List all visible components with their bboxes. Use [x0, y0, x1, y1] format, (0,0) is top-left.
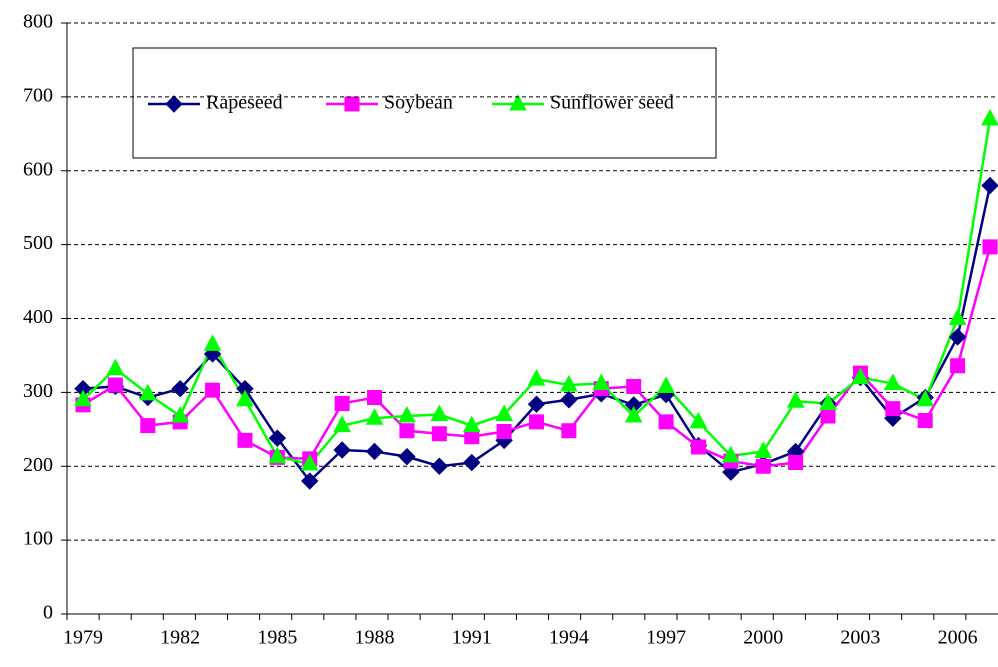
marker	[981, 176, 998, 195]
y-tick-label: 500	[23, 232, 53, 254]
marker	[917, 412, 933, 428]
marker	[236, 389, 254, 407]
marker	[367, 390, 383, 406]
marker	[948, 328, 967, 346]
marker	[107, 377, 123, 393]
marker	[171, 405, 190, 423]
marker	[851, 367, 870, 385]
marker	[268, 446, 287, 464]
marker	[138, 383, 157, 401]
x-tick-label: 1988	[355, 627, 395, 649]
marker	[344, 96, 360, 112]
marker	[561, 423, 577, 439]
marker	[883, 373, 902, 391]
marker	[916, 389, 935, 407]
marker	[237, 432, 253, 448]
marker	[398, 447, 416, 466]
marker	[106, 358, 125, 376]
marker	[529, 414, 544, 430]
marker	[268, 429, 287, 447]
legend-box	[132, 47, 717, 159]
y-tick-label: 800	[23, 11, 53, 33]
marker	[982, 239, 998, 255]
marker	[399, 423, 415, 439]
marker	[430, 457, 449, 475]
marker	[171, 379, 189, 398]
marker	[463, 453, 481, 472]
marker	[140, 418, 156, 434]
plot-area	[67, 22, 998, 541]
series-line	[82, 185, 992, 483]
marker	[509, 93, 527, 111]
marker	[560, 374, 578, 392]
marker	[365, 408, 384, 425]
marker	[527, 395, 546, 413]
y-tick-label: 100	[23, 528, 53, 550]
x-tick-label: 2003	[840, 627, 880, 649]
marker	[205, 382, 221, 398]
y-tick-label: 400	[23, 306, 53, 328]
marker	[365, 442, 384, 461]
marker	[981, 108, 998, 126]
legend-label: Sunflower seed	[550, 92, 674, 114]
marker	[430, 404, 449, 422]
marker	[334, 395, 350, 411]
marker	[950, 358, 966, 374]
legend-label: Soybean	[384, 92, 453, 114]
marker	[301, 472, 319, 490]
marker	[885, 401, 901, 417]
marker	[689, 411, 708, 429]
marker	[722, 445, 740, 463]
marker	[819, 393, 837, 410]
marker	[624, 405, 643, 423]
marker	[657, 376, 675, 393]
x-tick-label: 1991	[452, 627, 492, 649]
x-tick-label: 1982	[160, 627, 200, 649]
y-tick-label: 200	[23, 454, 53, 476]
marker	[462, 415, 481, 433]
marker	[820, 408, 836, 424]
marker	[203, 334, 222, 351]
y-tick-label: 700	[23, 84, 53, 106]
marker	[496, 424, 512, 440]
legend-label: Rapeseed	[206, 92, 283, 114]
marker	[333, 441, 351, 459]
marker	[165, 95, 183, 113]
x-tick-label: 1994	[549, 627, 589, 649]
marker	[398, 405, 416, 423]
x-tick-label: 1997	[646, 627, 686, 649]
x-tick-label: 1985	[257, 627, 297, 649]
y-tick-label: 0	[43, 602, 53, 624]
marker	[690, 439, 706, 455]
legend: Rapeseed Soybean Sunflower seed	[148, 92, 674, 114]
marker	[658, 414, 674, 430]
marker	[786, 391, 805, 408]
y-tick-label: 600	[23, 158, 53, 180]
x-tick-label: 1979	[63, 627, 103, 649]
marker	[74, 389, 92, 407]
marker	[300, 453, 319, 471]
marker	[948, 308, 967, 325]
marker	[527, 369, 546, 386]
marker	[560, 391, 578, 409]
x-tick-label: 2000	[743, 627, 783, 649]
marker	[592, 373, 611, 391]
marker	[431, 426, 447, 442]
marker	[333, 415, 351, 433]
marker	[788, 455, 804, 471]
y-tick-label: 300	[23, 380, 53, 402]
marker	[626, 378, 642, 394]
marker	[754, 441, 773, 458]
x-tick-label: 2006	[938, 627, 978, 649]
marker	[495, 404, 513, 422]
marker	[755, 458, 771, 474]
